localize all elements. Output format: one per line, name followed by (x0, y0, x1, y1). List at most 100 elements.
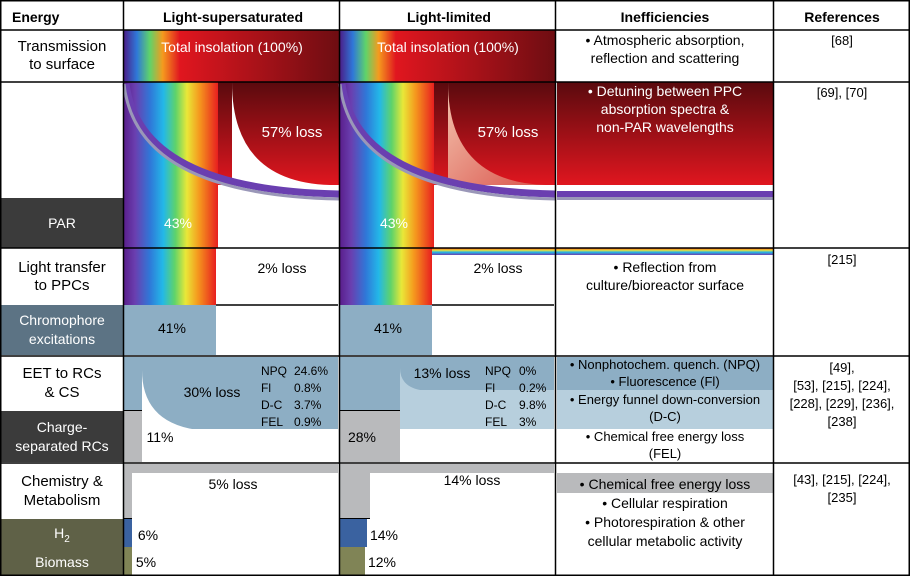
ineff-par-3: non-PAR wavelengths (596, 119, 733, 135)
label-light-transfer-2: to PPCs (34, 277, 89, 294)
ll-transfer-loss-label: 2% loss (473, 260, 522, 276)
ss-transfer-loss-label: 2% loss (257, 260, 306, 276)
ll-fel-value: 3% (519, 415, 537, 429)
ineff-transfer-1: • Reflection from (614, 259, 717, 275)
ss-fel-value: 0.9% (294, 415, 322, 429)
label-charge-1: Charge- (37, 419, 88, 435)
ineff-par-1: • Detuning between PPC (588, 83, 742, 99)
ineff-eet-2: • Fluorescence (Fl) (610, 374, 719, 389)
ss-insolation-band (124, 30, 339, 82)
ss-transfer-stream (124, 248, 216, 305)
ll-charge-block (340, 411, 400, 462)
ineff-transfer-2: culture/bioreactor surface (586, 277, 744, 293)
header-light-supersaturated: Light-supersaturated (163, 9, 303, 25)
ineff-chem-3: • Photorespiration & other (585, 514, 745, 530)
header-energy: Energy (12, 9, 60, 25)
label-par: PAR (48, 215, 76, 231)
refs-chem-1: [43], [215], [224], (793, 472, 891, 487)
column-references: [68] [69], [70] [215] [49], [53], [215],… (790, 33, 895, 505)
label-light-transfer-1: Light transfer (18, 259, 106, 276)
ss-biomass-bar (124, 547, 132, 576)
ineff-par-purple-line (557, 191, 773, 197)
ineff-transmission-2: reflection and scattering (591, 50, 740, 66)
ll-chem-curve (340, 464, 370, 519)
ineff-par-2: absorption spectra & (601, 101, 730, 117)
ll-npq-name: NPQ (485, 364, 511, 378)
ineff-par-blue-line (557, 197, 773, 200)
ll-h2-bar (340, 519, 367, 547)
ll-chem-band (340, 464, 554, 473)
ll-insolation-label: Total insolation (100%) (377, 39, 519, 55)
label-biomass: Biomass (35, 554, 89, 570)
ineff-eet-bottom-bg (557, 390, 773, 429)
header-inefficiencies: Inefficiencies (621, 9, 710, 25)
label-charge-bg (1, 411, 123, 462)
ineff-chem-bg (557, 473, 773, 493)
ss-charge-block (124, 411, 142, 462)
ll-dc-name: D-C (485, 398, 507, 412)
ss-purple-arc (122, 83, 340, 198)
refs-eet-3: [228], [229], [236], (790, 396, 895, 411)
ss-h2-bar (124, 519, 132, 547)
ss-par-value: 43% (164, 215, 192, 231)
ss-chem-band (124, 464, 338, 473)
ss-insolation-label: Total insolation (100%) (161, 39, 303, 55)
ll-npq-value: 0% (519, 364, 537, 378)
ineff-transfer-band (432, 248, 773, 255)
label-transmission-1: Transmission (18, 38, 107, 55)
column-inefficiencies: • Atmospheric absorption, reflection and… (432, 32, 773, 549)
label-biomass-bg (1, 547, 123, 576)
ss-chem-stub (124, 464, 132, 519)
ll-purple-arc (338, 83, 556, 198)
ll-transfer-stream (340, 248, 432, 305)
ll-h2-value: 14% (370, 527, 398, 543)
refs-eet-1: [49], (829, 360, 854, 375)
label-h2-bg (1, 519, 123, 547)
header-row: Energy Light-supersaturated Light-limite… (12, 9, 880, 25)
label-charge-2: separated RCs (15, 438, 108, 454)
ll-par-loss-label: 57% loss (478, 124, 539, 141)
ll-par-stream (340, 82, 434, 248)
ss-fel-name: FEL (261, 415, 283, 429)
ss-h2-value: 6% (138, 527, 158, 543)
ss-npq-value: 24.6% (294, 364, 328, 378)
column-light-limited: Total insolation (100%) 57% loss 43% 2% … (338, 30, 556, 576)
ss-npq-name: NPQ (261, 364, 287, 378)
ll-eet-loss-label: 13% loss (414, 365, 471, 381)
refs-light-transfer: [215] (828, 252, 857, 267)
ll-charge-value: 28% (348, 429, 376, 445)
ll-chromophore-value: 41% (374, 320, 402, 336)
ss-fl-value: 0.8% (294, 381, 322, 395)
ineff-eet-6: (FEL) (649, 446, 682, 461)
ss-dc-name: D-C (261, 398, 283, 412)
ll-blue-arc (338, 83, 556, 201)
ineff-chem-2: • Cellular respiration (602, 495, 728, 511)
ineff-eet-top-bg (557, 357, 773, 390)
label-eet-1: EET to RCs (23, 365, 102, 382)
label-par-bg (1, 198, 123, 248)
ss-par-loss-white (232, 82, 330, 185)
label-chromophore-1: Chromophore (19, 312, 105, 328)
refs-eet-4: [238] (828, 414, 857, 429)
ss-par-stream (124, 82, 218, 248)
header-references: References (804, 9, 880, 25)
ll-insolation-band (340, 30, 555, 82)
ll-biomass-value: 12% (368, 554, 396, 570)
ss-eet-breakdown: NPQ 24.6% Fl 0.8% D-C 3.7% FEL 0.9% (261, 364, 328, 429)
ll-fel-name: FEL (485, 415, 507, 429)
refs-eet-2: [53], [215], [224], (793, 378, 891, 393)
ineff-par-bg (557, 82, 773, 185)
ss-dc-value: 3.7% (294, 398, 322, 412)
ll-eet-light (400, 368, 554, 429)
label-transmission-2: to surface (29, 56, 95, 73)
ll-par-loss-pink (448, 82, 546, 185)
ss-chromophore-value: 41% (158, 320, 186, 336)
header-light-limited: Light-limited (407, 9, 491, 25)
ss-chem-loss-label: 5% loss (208, 476, 257, 492)
ineff-eet-3: • Energy funnel down-conversion (570, 392, 760, 407)
ineff-chem-4: cellular metabolic activity (588, 533, 743, 549)
refs-chem-2: [235] (828, 490, 857, 505)
ineff-eet-1: • Nonphotochem. quench. (NPQ) (570, 357, 760, 372)
ss-fl-name: Fl (261, 381, 271, 395)
